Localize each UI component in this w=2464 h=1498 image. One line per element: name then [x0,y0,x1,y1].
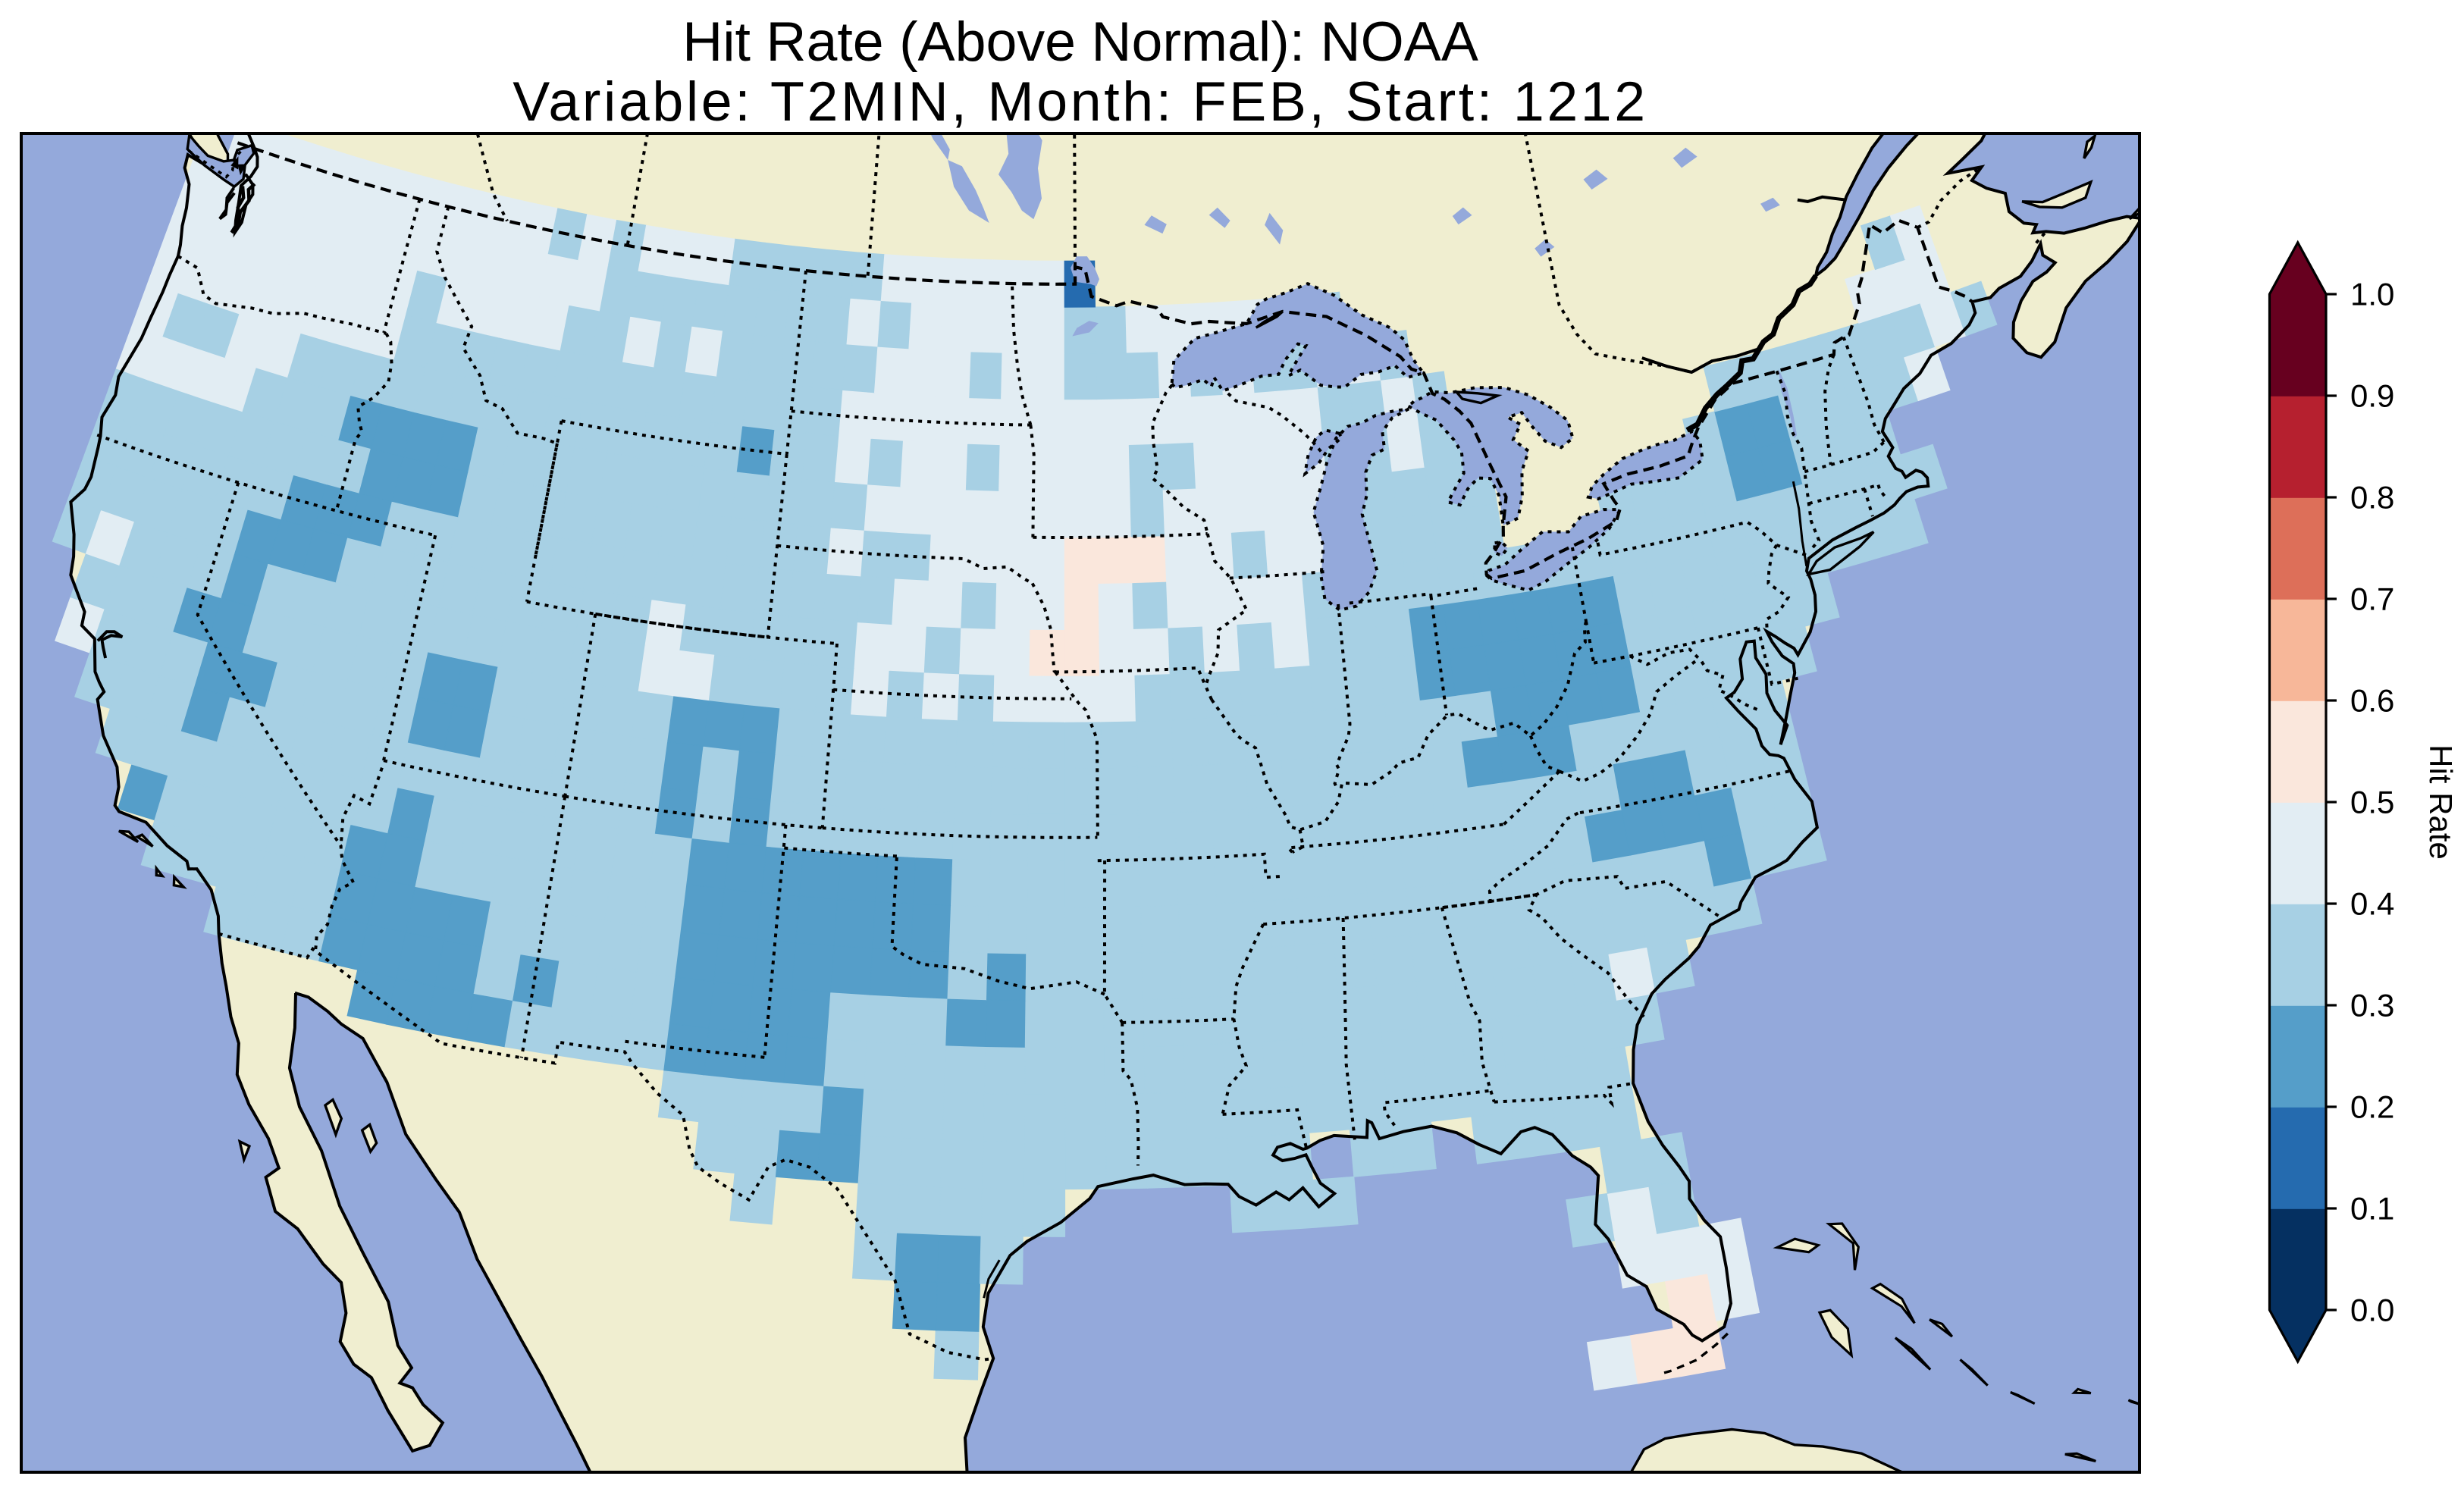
svg-text:0.9: 0.9 [2350,378,2394,414]
svg-text:Hit Rate: Hit Rate [2423,744,2459,860]
svg-text:0.0: 0.0 [2350,1293,2394,1328]
svg-text:0.5: 0.5 [2350,785,2394,820]
svg-text:0.1: 0.1 [2350,1191,2394,1227]
svg-text:0.4: 0.4 [2350,886,2394,922]
svg-text:1.0: 1.0 [2350,277,2394,312]
svg-text:0.7: 0.7 [2350,581,2394,617]
svg-text:Variable: T2MIN, Month: FEB, S: Variable: T2MIN, Month: FEB, Start: 1212 [513,70,1648,133]
svg-text:0.2: 0.2 [2350,1089,2394,1125]
svg-text:0.8: 0.8 [2350,480,2394,516]
svg-text:0.3: 0.3 [2350,988,2394,1023]
svg-text:Hit Rate (Above Normal): NOAA: Hit Rate (Above Normal): NOAA [682,10,1478,73]
svg-text:0.6: 0.6 [2350,683,2394,719]
